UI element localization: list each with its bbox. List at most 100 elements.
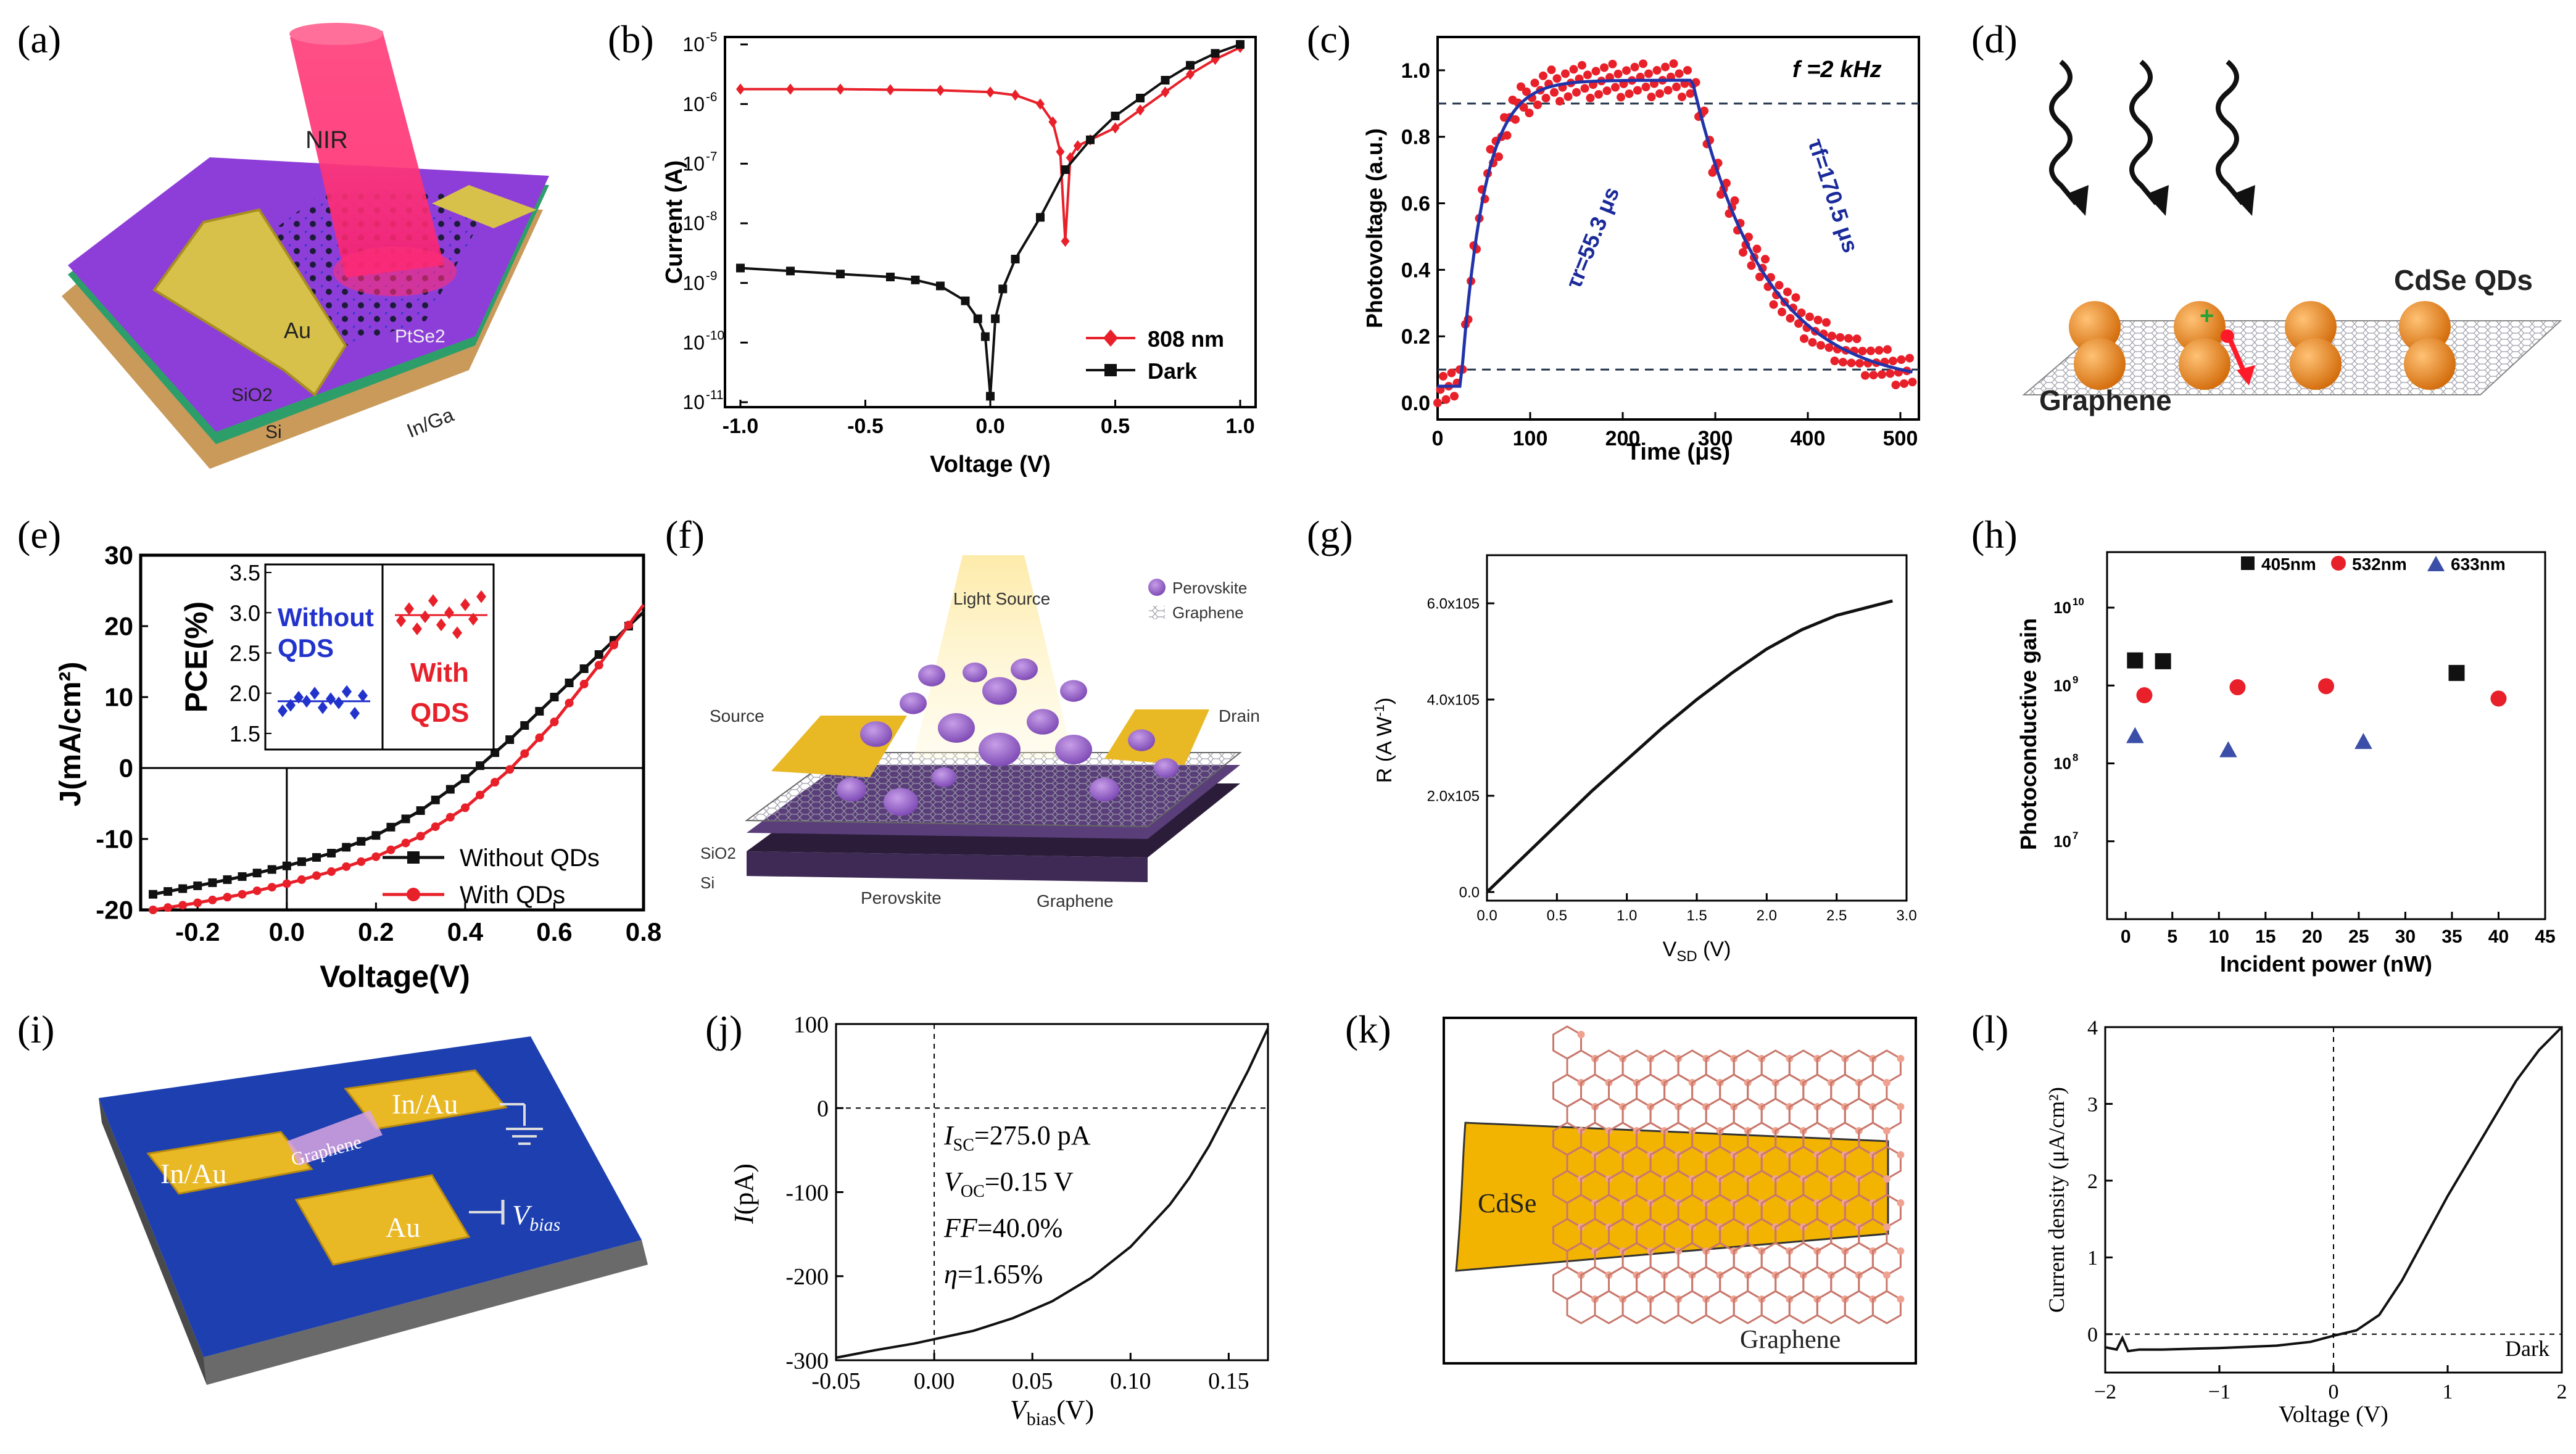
photon-arrow — [2129, 59, 2159, 205]
data-point — [1775, 281, 1784, 290]
data-point — [1580, 84, 1589, 93]
inset-point-with — [436, 618, 446, 632]
data-point — [297, 875, 306, 884]
carbon-atom — [1897, 1199, 1905, 1207]
data-point — [164, 887, 173, 896]
h-xtick-label: 45 — [2535, 927, 2555, 947]
panel-a-label: (a) — [17, 17, 61, 61]
data-point — [1547, 65, 1556, 75]
point-808-nm — [1073, 140, 1082, 152]
sio2-label: SiO2 — [700, 844, 736, 862]
inset-point-without — [358, 689, 368, 703]
inset-frame — [264, 563, 495, 751]
e-ytick-label: 30 — [104, 541, 133, 570]
light-source-label: Light Source — [953, 589, 1050, 608]
data-point — [1783, 287, 1792, 297]
h-ytick-label: 10 — [2053, 598, 2071, 617]
h-ytick-label: 10 — [2053, 754, 2071, 773]
data-point — [1900, 379, 1908, 388]
y-axis-label: J(mA/cm²) — [54, 662, 87, 807]
inset-point-without — [334, 696, 344, 709]
inset-point-with — [468, 613, 478, 626]
data-point — [1755, 272, 1764, 281]
point-dark — [1111, 112, 1120, 120]
j-xtick-label: 0.15 — [1208, 1368, 1249, 1394]
point-dark — [886, 273, 895, 281]
data-point — [327, 849, 336, 857]
point-808-nm — [1066, 152, 1075, 163]
data-point — [1847, 358, 1856, 368]
point-808-nm — [1136, 104, 1145, 116]
b-ytick-label: 10 — [682, 212, 705, 234]
data-point — [1791, 293, 1800, 302]
data-point — [312, 871, 321, 880]
h-xtick-label: 40 — [2488, 927, 2509, 947]
data-point — [445, 812, 455, 822]
point-808-nm — [1036, 98, 1045, 110]
data-point — [1905, 353, 1914, 363]
perovskite-label: Perovskite — [861, 888, 942, 907]
panel-g-label: (g) — [1307, 513, 1353, 556]
data-point — [1433, 399, 1442, 408]
data-point — [1602, 86, 1612, 96]
perovskite-dot — [860, 721, 892, 747]
data-point — [520, 721, 529, 730]
panel-b-label: (b) — [608, 17, 654, 61]
plot-frame — [1436, 36, 1920, 421]
light-beam — [913, 555, 1074, 759]
h-ytick-label: 10 — [2053, 676, 2071, 695]
inset-ytick-label: 3.0 — [230, 600, 260, 626]
data-point — [208, 878, 217, 887]
qd-sphere-bottom — [2074, 338, 2126, 390]
perovskite-dot — [938, 713, 975, 743]
inset-point-without — [342, 685, 352, 698]
inset-point-with — [452, 626, 462, 640]
h-ytick-exponent: 7 — [2073, 830, 2078, 841]
graphene-legend: Graphene — [1172, 603, 1244, 622]
point-dark — [1036, 213, 1045, 222]
perovskite-legend-icon — [1148, 579, 1166, 596]
legend-with-qds: With QDs — [460, 882, 565, 909]
x-axis-label: Time (μs) — [1626, 439, 1730, 465]
point-dark — [973, 314, 982, 323]
data-point — [342, 862, 351, 871]
point-532nm — [2229, 679, 2246, 696]
au-label: Au — [284, 318, 311, 343]
panel-k-label: (k) — [1345, 1007, 1391, 1051]
data-point — [1441, 395, 1451, 404]
j-xtick-label: -0.05 — [811, 1368, 860, 1394]
data-point — [1641, 83, 1650, 92]
series-iv — [835, 1027, 1269, 1359]
perovskite-dot — [900, 692, 927, 714]
perovskite-dot — [1011, 658, 1038, 680]
data-point — [1778, 307, 1786, 316]
h-ytick-exponent: 8 — [2073, 752, 2078, 764]
c-xtick-label: 200 — [1605, 427, 1641, 450]
inset-ytick-label: 1.5 — [230, 721, 260, 746]
b-xtick-label: 0.5 — [1101, 415, 1130, 438]
fit-curve — [1438, 78, 1913, 388]
e-xtick-label: 0.6 — [536, 917, 572, 946]
j-ytick-label: 0 — [817, 1096, 829, 1122]
point-633nm — [2126, 727, 2144, 743]
data-point — [1594, 89, 1603, 99]
h-xtick-label: 30 — [2395, 927, 2416, 947]
point-dark — [1086, 135, 1095, 144]
cdse-label: CdSe — [1478, 1188, 1536, 1218]
data-point — [1663, 86, 1673, 95]
panel-e-chart: -20 -10 0 10 20 30 -0.2 0.0 0.2 0.4 0.6 0.8 1.5 2.0 2… — [54, 541, 661, 994]
inset-ytick-label: 3.5 — [230, 560, 260, 585]
data-point — [1447, 368, 1456, 378]
data-point — [1569, 65, 1578, 74]
carbon-atom — [1882, 1175, 1891, 1183]
point-808-nm — [1056, 146, 1065, 158]
data-point — [565, 698, 574, 708]
point-dark — [836, 270, 845, 279]
series-responsivity — [1486, 599, 1893, 893]
isc-annotation: ISC=275.0 pA — [943, 1120, 1091, 1155]
g-xtick-label: 0.5 — [1547, 907, 1567, 924]
data-point — [1891, 381, 1900, 390]
l-ytick-label: 0 — [2087, 1324, 2098, 1347]
data-point — [1652, 66, 1662, 75]
